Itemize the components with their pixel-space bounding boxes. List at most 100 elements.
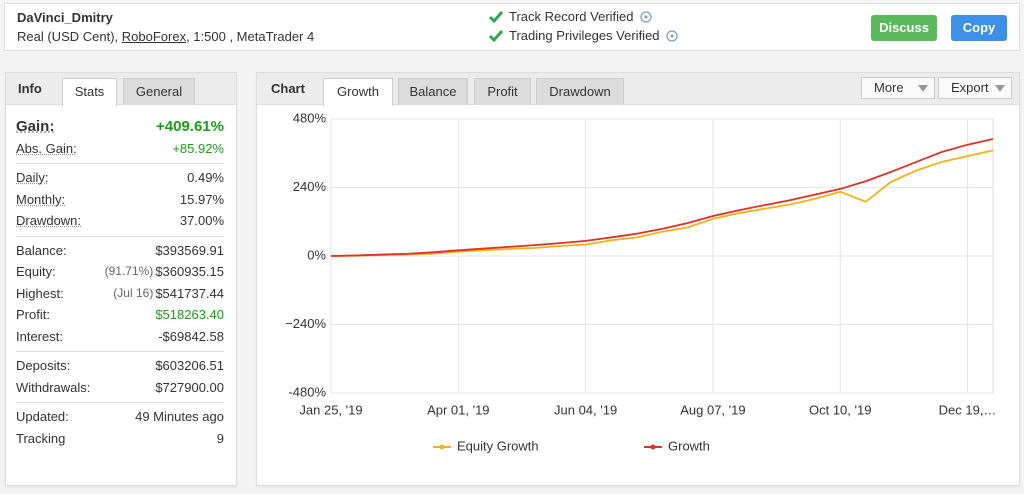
profit-tab[interactable]: Profit — [474, 78, 531, 105]
info-tabs: Info Stats General — [6, 73, 236, 106]
chart-panel: Chart Growth Balance Profit Drawdown Mor… — [256, 72, 1020, 486]
x-tick-label: Jun 04, '19 — [554, 402, 617, 417]
check-icon — [489, 29, 503, 42]
stat-value: +409.61% — [156, 118, 224, 135]
stat-label: Tracking — [16, 430, 66, 446]
header: DaVinci_Dmitry Real (USD Cent), RoboFore… — [4, 3, 1020, 51]
stat-label: Monthly: — [16, 191, 66, 207]
x-tick-label: Apr 01, '19 — [427, 402, 489, 417]
stat-label: Deposits: — [16, 358, 71, 373]
copy-button[interactable]: Copy — [951, 15, 1007, 41]
stat-row: Abs. Gain: +85.92% — [16, 138, 224, 160]
stat-row: Equity: (91.71%) $360935.15 — [16, 261, 224, 283]
legend-marker — [439, 444, 445, 450]
stat-row: Highest: (Jul 16) $541737.44 — [16, 283, 224, 305]
stat-row: Tracking 9 — [16, 428, 224, 450]
more-label: More — [874, 80, 904, 95]
growth-tab[interactable]: Growth — [323, 78, 393, 106]
stat-row: Updated: 49 Minutes ago — [16, 406, 224, 428]
stat-row: Monthly: 15.97% — [16, 189, 224, 211]
stat-value: 15.97% — [179, 191, 224, 207]
general-tab[interactable]: General — [123, 78, 195, 105]
chart-title: Chart — [271, 81, 305, 96]
chart-tabs: Chart Growth Balance Profit Drawdown Mor… — [257, 73, 1019, 106]
legend-marker — [650, 444, 656, 450]
stat-label: Profit: — [16, 307, 50, 322]
drawdown-tab[interactable]: Drawdown — [536, 78, 624, 105]
stat-label: Interest: — [16, 328, 63, 344]
export-menu[interactable]: Export — [938, 77, 1012, 99]
stat-value: 37.00% — [179, 213, 224, 228]
y-tick-label: 0% — [307, 247, 326, 262]
x-tick-label: Oct 10, '19 — [809, 402, 871, 417]
x-tick-label: Dec 19,… — [939, 402, 997, 417]
stat-value: $541737.44 — [155, 285, 224, 301]
stat-label: Drawdown: — [16, 213, 82, 228]
account-info: Real (USD Cent), RoboForex, 1:500 , Meta… — [17, 29, 314, 44]
account-details: , 1:500 , MetaTrader 4 — [186, 29, 315, 44]
stat-value: -$69842.58 — [158, 328, 224, 344]
stat-note: (91.71%) — [104, 264, 154, 278]
legend-label: Growth — [668, 438, 710, 453]
stat-value: $360935.15 — [155, 264, 224, 279]
stat-value: +85.92% — [172, 140, 224, 156]
help-icon[interactable] — [639, 10, 652, 23]
stat-row: Profit: $518263.40 — [16, 304, 224, 326]
export-label: Export — [951, 80, 989, 95]
info-stats: Gain: +409.61% Abs. Gain: +85.92% Daily: 0.49… — [16, 113, 224, 453]
more-menu[interactable]: More — [861, 77, 935, 99]
check-icon — [489, 10, 503, 23]
balance-tab[interactable]: Balance — [398, 78, 468, 105]
stat-group: Deposits: $603206.51 Withdrawals: $727900.0… — [16, 352, 224, 403]
stat-note: (Jul 16) — [113, 285, 154, 300]
stat-value: $603206.51 — [155, 358, 224, 373]
y-tick-label: 480% — [293, 110, 327, 125]
stat-label: Daily: — [16, 170, 49, 185]
info-panel: Info Stats General Gain: +409.61% Abs. Gai… — [5, 72, 237, 486]
y-tick-label: -480% — [288, 384, 326, 399]
discuss-button[interactable]: Discuss — [871, 15, 937, 41]
info-title: Info — [18, 81, 42, 96]
stat-value: $518263.40 — [155, 307, 224, 322]
trader-name: DaVinci_Dmitry — [17, 10, 113, 25]
stat-value: $727900.00 — [155, 379, 224, 395]
stat-label: Updated: — [16, 409, 69, 424]
account-type: Real (USD Cent), — [17, 29, 119, 44]
stat-group: Daily: 0.49% Monthly: 15.97% Drawdown: 37.00% — [16, 164, 224, 237]
y-tick-label: −240% — [285, 316, 326, 331]
stat-row: Drawdown: 37.00% — [16, 210, 224, 232]
verified-text: Trading Privileges Verified — [509, 28, 660, 43]
stat-label: Gain: — [16, 118, 55, 135]
stat-group: Gain: +409.61% Abs. Gain: +85.92% — [16, 113, 224, 164]
stat-label: Equity: — [16, 264, 56, 279]
stat-value: $393569.91 — [155, 242, 224, 258]
verified-item: Track Record Verified — [489, 9, 652, 24]
series-line — [330, 149, 994, 257]
stat-value: 49 Minutes ago — [135, 409, 224, 424]
stat-label: Balance: — [16, 242, 67, 258]
legend-label: Equity Growth — [457, 438, 539, 453]
stat-row: Interest: -$69842.58 — [16, 326, 224, 348]
stats-tab[interactable]: Stats — [62, 78, 117, 106]
help-icon[interactable] — [665, 29, 678, 42]
chart: -480% −240% 0% 240% 480% Jan 25, '19 Apr 01, '… — [285, 110, 997, 453]
stat-row: Deposits: $603206.51 — [16, 355, 224, 377]
stat-row: Daily: 0.49% — [16, 167, 224, 189]
stat-label: Withdrawals: — [16, 379, 91, 395]
stat-group: Balance: $393569.91 Equity: (91.71%) $360935… — [16, 237, 224, 352]
stat-row: Withdrawals: $727900.00 — [16, 377, 224, 399]
x-tick-label: Aug 07, '19 — [680, 402, 745, 417]
stat-row: Gain: +409.61% — [16, 116, 224, 138]
stat-label: Highest: — [16, 285, 64, 301]
verified-item: Trading Privileges Verified — [489, 28, 678, 43]
x-tick-label: Jan 25, '19 — [299, 402, 362, 417]
series-line — [330, 138, 994, 257]
broker-link[interactable]: RoboForex — [121, 29, 187, 44]
stat-value: 9 — [216, 430, 224, 446]
stat-row: Balance: $393569.91 — [16, 240, 224, 262]
stat-label: Abs. Gain: — [16, 140, 77, 156]
stat-value: 0.49% — [187, 170, 224, 185]
verified-text: Track Record Verified — [509, 9, 634, 24]
y-tick-label: 240% — [293, 179, 327, 194]
